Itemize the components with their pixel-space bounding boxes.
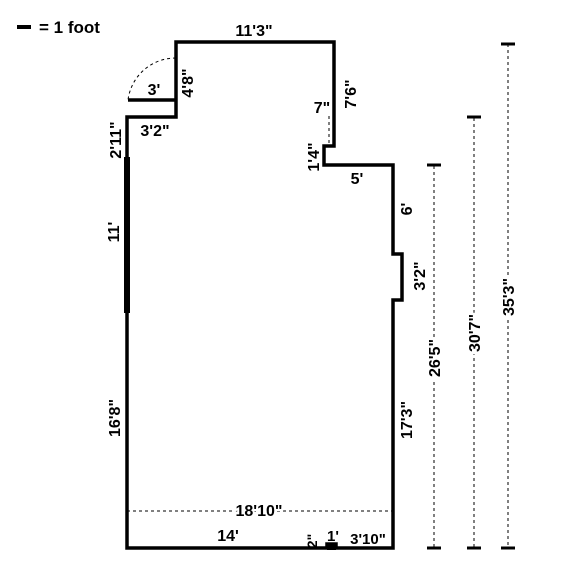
label-inset-height: 1'4" [306,142,323,171]
label-left-upper: 2'11" [108,121,125,158]
label-step-width: 3'2" [140,123,169,140]
label-width-total: 18'10" [236,503,283,520]
label-height-2: 30'7" [467,314,484,352]
label-bump: 3'2" [412,261,429,290]
height-dimension-2 [467,115,481,550]
label-right-upper: 7'6" [343,79,360,108]
label-left-lower: 16'8" [107,399,124,437]
door-swing-arc [127,57,177,101]
label-ledge: 5' [351,171,364,188]
label-left-window: 11' [106,222,123,243]
label-bottom-notch-h: 2" [304,534,320,548]
label-top-wall: 11'3" [235,23,272,40]
label-right-mid: 6' [399,203,416,216]
label-bottom-right: 3'10" [350,531,386,548]
room-outline [125,40,404,550]
label-height-1: 26'5" [427,339,444,377]
legend-label: = 1 foot [39,18,100,37]
label-inset-width: 7" [314,100,330,117]
label-bottom-left: 14' [217,528,239,545]
label-right-lower: 17'3" [399,401,416,439]
bottom-notch [327,544,336,550]
label-height-3: 35'3" [501,278,518,316]
label-door-wall: 4'8" [180,68,197,97]
height-dimension-3 [501,42,515,550]
label-door-width: 3' [148,82,161,99]
height-dimension-1 [427,163,441,550]
label-bottom-notch-w: 1' [327,528,339,545]
